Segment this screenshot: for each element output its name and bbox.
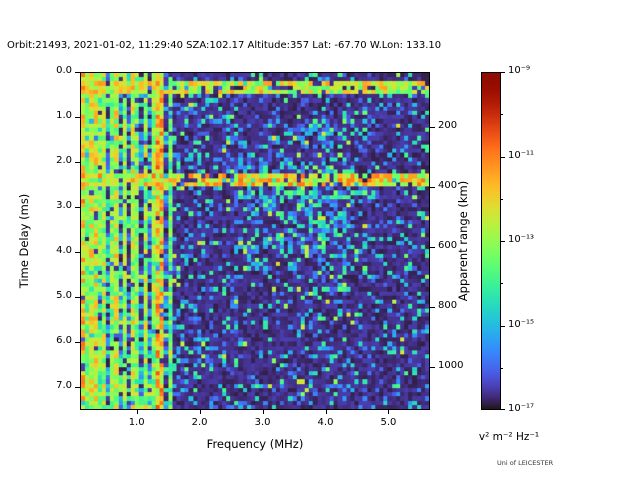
y-tick-mark: [75, 72, 80, 73]
y-tick-label: 5.0: [56, 290, 72, 302]
x-tick-mark: [199, 410, 201, 414]
x-tick-label: 2.0: [191, 417, 208, 428]
y2-tick-mark: [430, 306, 435, 308]
colorbar-canvas: [482, 73, 500, 409]
colorbar-minor-tick-mark: [501, 198, 503, 200]
y-tick-label: 3.0: [56, 200, 72, 212]
y-tick-label: 6.0: [56, 335, 72, 347]
colorbar-minor-tick-mark: [501, 114, 503, 116]
colorbar-minor-tick-mark: [501, 283, 503, 285]
x-axis-label: Frequency (MHz): [206, 437, 304, 451]
y-tick-label: 7.0: [56, 380, 72, 392]
y-tick-mark: [75, 162, 80, 164]
y-tick-label: 0.0: [56, 65, 72, 76]
x-tick-label: 1.0: [128, 417, 145, 428]
y-tick-label: 4.0: [56, 245, 72, 257]
y-tick-mark: [75, 342, 80, 344]
y-axis-label: Time Delay (ms): [17, 193, 31, 289]
y-tick-label: 1.0: [56, 110, 72, 122]
x-tick-label: 3.0: [254, 417, 271, 428]
x-tick-mark: [325, 410, 327, 414]
colorbar-tick-label: 10⁻¹⁵: [508, 318, 535, 330]
colorbar-tick-mark: [501, 156, 505, 158]
y2-tick-label: 400: [438, 179, 458, 191]
y2-tick-label: 600: [438, 239, 458, 251]
colorbar-tick-mark: [501, 241, 505, 242]
y2-tick-label: 800: [438, 299, 458, 311]
x-tick-label: 5.0: [380, 417, 397, 428]
y2-tick-mark: [430, 367, 435, 369]
colorbar-tick-mark: [501, 325, 505, 327]
colorbar-tick-mark: [501, 409, 505, 410]
plot-title: Orbit:21493, 2021-01-02, 11:29:40 SZA:10…: [7, 40, 442, 51]
x-tick-label: 4.0: [317, 417, 334, 428]
x-tick-mark: [136, 410, 138, 414]
y-tick-mark: [75, 117, 80, 119]
y2-tick-mark: [430, 126, 435, 128]
colorbar-tick-mark: [501, 72, 505, 73]
colorbar-tick-label: 10⁻⁹: [508, 65, 531, 76]
y-tick-mark: [75, 252, 80, 254]
watermark: Uni of LEICESTER: [497, 459, 554, 467]
colorbar: [481, 72, 501, 410]
y-tick-label: 2.0: [56, 155, 72, 167]
colorbar-unit-label: v² m⁻² Hz⁻¹: [478, 431, 540, 443]
colorbar-tick-label: 10⁻¹³: [508, 234, 535, 245]
y-tick-mark: [75, 297, 80, 299]
x-tick-mark: [262, 410, 264, 414]
colorbar-minor-tick-mark: [501, 367, 503, 369]
y-tick-mark: [75, 387, 80, 389]
y2-tick-mark: [430, 186, 435, 188]
y2-tick-mark: [430, 246, 435, 248]
y-tick-mark: [75, 207, 80, 209]
y2-tick-label: 200: [438, 119, 458, 131]
ionogram-heatmap-canvas: [81, 73, 429, 409]
colorbar-tick-label: 10⁻¹¹: [508, 149, 535, 161]
y2-tick-label: 1000: [438, 360, 464, 372]
plot-frame: [80, 72, 430, 410]
x-tick-mark: [388, 410, 390, 414]
colorbar-tick-label: 10⁻¹⁷: [508, 403, 535, 414]
